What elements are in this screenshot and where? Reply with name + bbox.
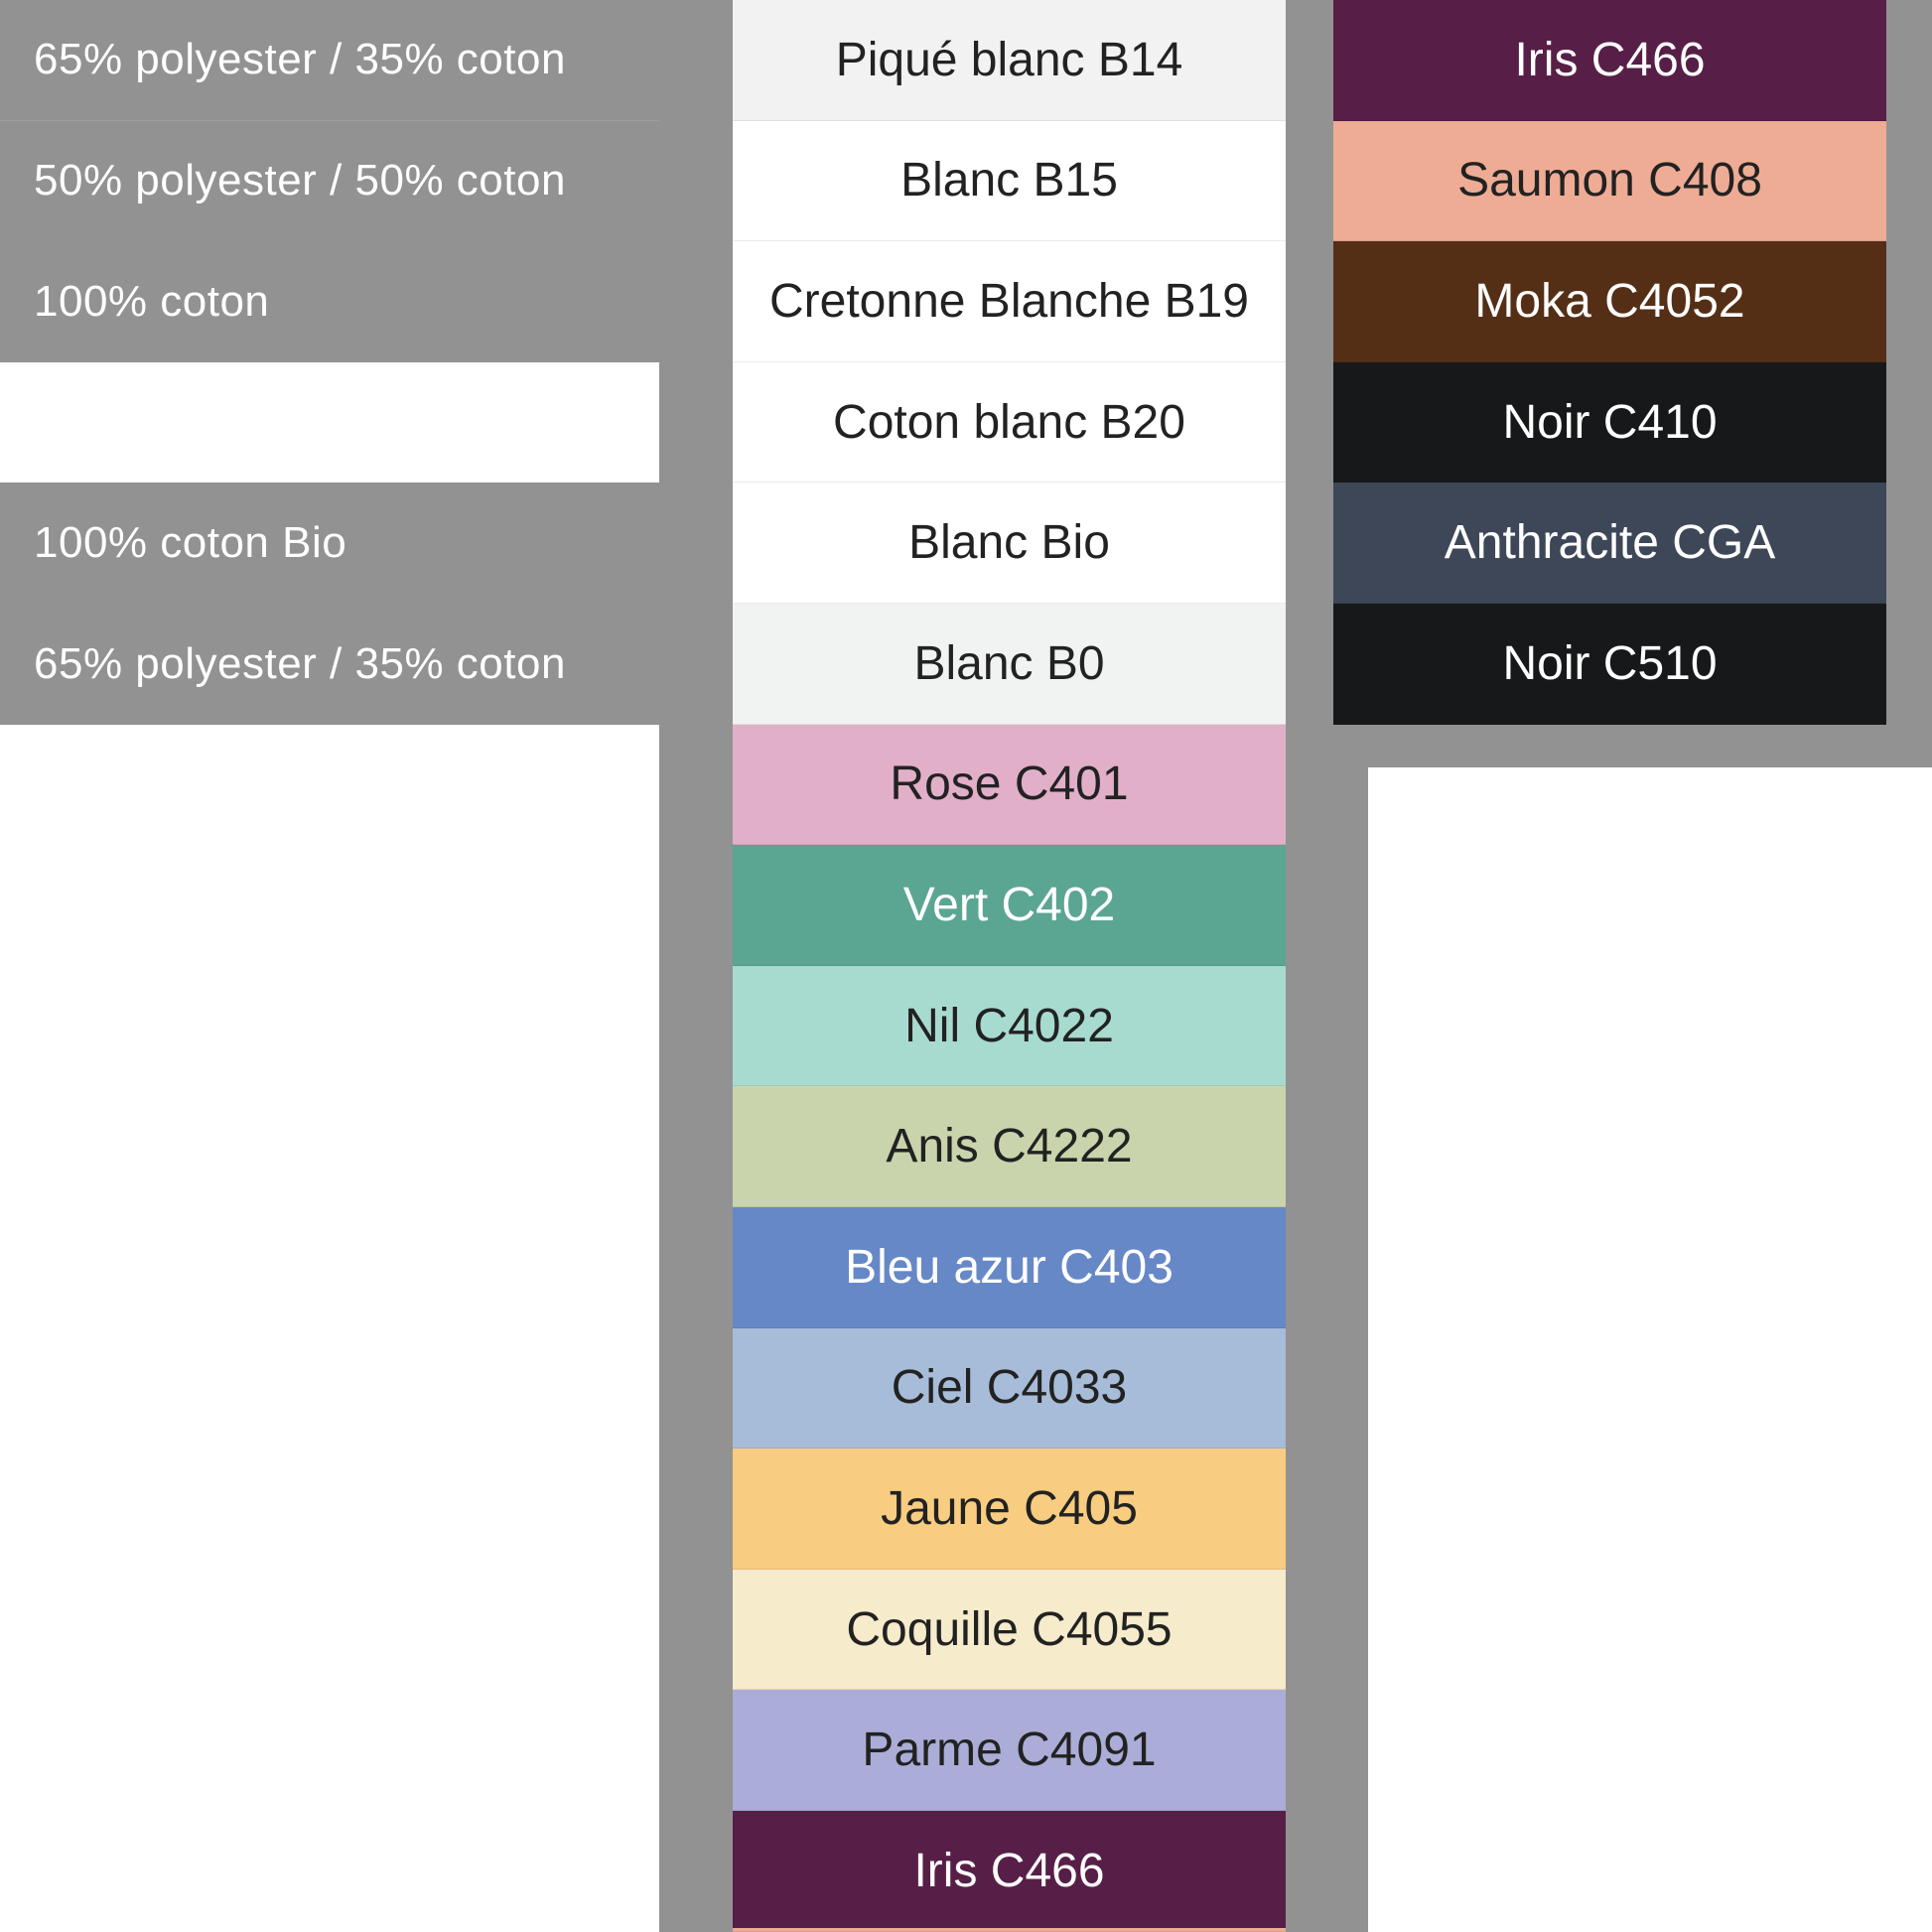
color-swatch-label: Vert C402 [902,878,1116,931]
color-swatch[interactable]: Coquille C4055 [733,1569,1286,1691]
color-swatch[interactable]: Bleu azur C403 [733,1207,1286,1328]
color-swatch[interactable]: Vert C402 [733,845,1286,966]
color-swatch-label: Rose C401 [890,758,1129,811]
composition-label: 65% polyester / 35% coton [0,604,659,725]
color-swatch[interactable]: Iris C466 [1333,0,1886,121]
color-swatch-label: Jaune C405 [881,1481,1138,1535]
color-swatch[interactable]: Coton blanc B20 [733,361,1286,483]
color-swatch-label: Iris C466 [1514,33,1706,86]
color-swatch-label: Parme C4091 [862,1724,1157,1777]
color-swatch-label: Cretonne Blanche B19 [769,274,1249,328]
color-swatch[interactable]: Iris C466 [733,1811,1286,1932]
composition-label: 50% polyester / 50% coton [0,120,659,242]
composition-label: 65% polyester / 35% coton [0,0,659,121]
color-swatch[interactable]: Ciel C4033 [733,1327,1286,1449]
color-swatch[interactable]: Nil C4022 [733,965,1286,1087]
composition-label: 100% coton [0,241,659,362]
color-swatch[interactable]: Blanc B15 [733,120,1286,242]
color-swatch-label: Coquille C4055 [846,1602,1173,1656]
color-swatch[interactable]: Blanc B0 [733,604,1286,725]
color-swatch[interactable]: Moka C4052 [1333,241,1886,362]
color-swatch[interactable]: Piqué blanc B14 [733,0,1286,121]
color-swatch[interactable]: Jaune C405 [733,1449,1286,1570]
color-swatch-label: Blanc B15 [900,154,1118,207]
color-swatch[interactable]: Noir C510 [1333,604,1886,725]
color-swatch-label: Anis C4222 [886,1120,1133,1173]
color-swatch-label: Blanc Bio [908,516,1110,570]
color-swatch-label: Coton blanc B20 [833,395,1185,449]
color-swatch[interactable]: Rose C401 [733,724,1286,846]
color-swatch[interactable]: Saumon C408 [1333,120,1886,242]
color-swatch-label: Bleu azur C403 [845,1240,1173,1294]
composition-spacer [0,361,659,483]
color-swatch[interactable]: Anthracite CGA [1333,483,1886,604]
color-swatch-label: Ciel C4033 [891,1361,1128,1415]
color-swatch-label: Noir C510 [1502,636,1718,690]
partial-swatch[interactable] [733,1928,1286,1932]
color-swatch[interactable]: Parme C4091 [733,1690,1286,1811]
color-swatch-label: Anthracite CGA [1444,516,1776,570]
color-swatch[interactable]: Blanc Bio [733,483,1286,604]
color-swatch-label: Iris C466 [913,1844,1105,1897]
color-swatch[interactable]: Cretonne Blanche B19 [733,241,1286,362]
color-swatch-label: Blanc B0 [913,636,1105,690]
color-swatch-label: Moka C4052 [1474,274,1745,328]
composition-label: 100% coton Bio [0,483,659,604]
color-swatch-label: Saumon C408 [1457,154,1762,207]
color-swatch-label: Noir C410 [1502,395,1718,449]
color-swatch-label: Nil C4022 [904,999,1114,1052]
color-swatch[interactable]: Anis C4222 [733,1086,1286,1207]
color-swatch-label: Piqué blanc B14 [835,33,1183,86]
color-swatch[interactable]: Noir C410 [1333,361,1886,483]
